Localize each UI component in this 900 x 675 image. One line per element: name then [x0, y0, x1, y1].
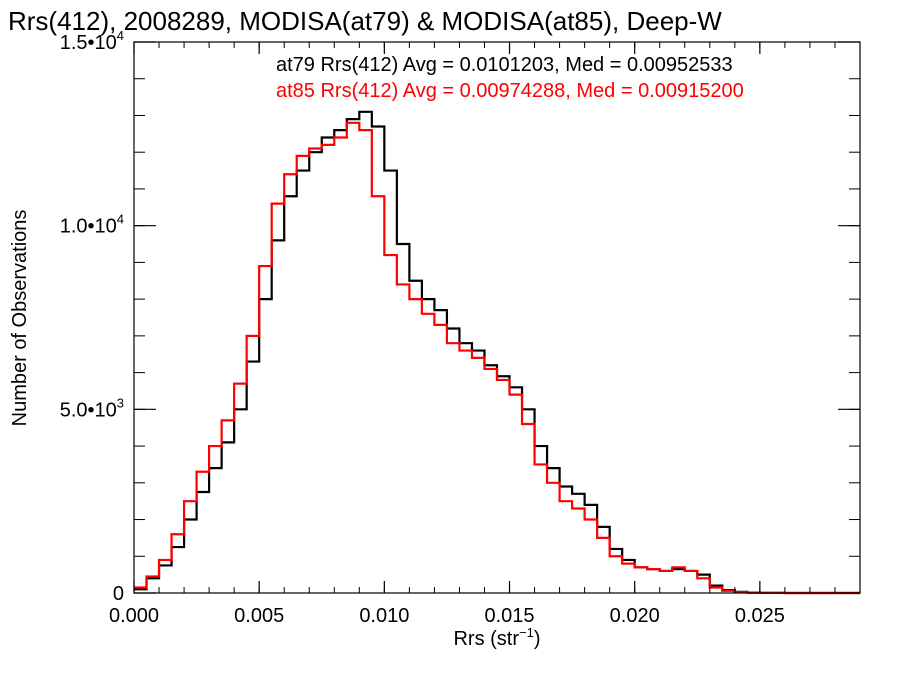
x-tick-label: 0.000	[109, 605, 159, 627]
x-axis-label-main: Rrs (str	[453, 628, 519, 650]
series-line-0	[134, 110, 860, 595]
y-axis-ticks: 0 5.0•103 1.0•104 1.5•104	[60, 28, 860, 605]
x-tick-label: 0.025	[735, 605, 785, 627]
x-axis-label-close: )	[534, 628, 541, 650]
x-tick-label: 0.015	[484, 605, 534, 627]
x-axis-ticks: 0.000 0.005 0.010 0.015 0.020 0.025	[109, 42, 861, 627]
series-layer	[134, 110, 860, 595]
x-axis-label: Rrs (str−1)	[453, 625, 540, 650]
x-tick-label: 0.005	[234, 605, 284, 627]
y-tick-label: 1.5•104	[60, 28, 124, 54]
annotation-at85: at85 Rrs(412) Avg = 0.00974288, Med = 0.…	[276, 80, 744, 102]
x-tick-label: 0.010	[359, 605, 409, 627]
plot-frame	[133, 41, 861, 594]
chart-title: Rrs(412), 2008289, MODISA(at79) & MODISA…	[8, 6, 722, 36]
y-tick-label: 5.0•103	[60, 395, 124, 421]
y-tick-label: 1.0•104	[60, 212, 124, 238]
x-tick-label: 0.020	[610, 605, 660, 627]
x-axis-label-sup: −1	[519, 625, 534, 640]
y-tick-label: 0	[113, 583, 124, 605]
y-axis-label: Number of Observations	[9, 210, 31, 427]
series-line-1	[134, 121, 860, 595]
annotation-at79: at79 Rrs(412) Avg = 0.0101203, Med = 0.0…	[276, 54, 733, 76]
